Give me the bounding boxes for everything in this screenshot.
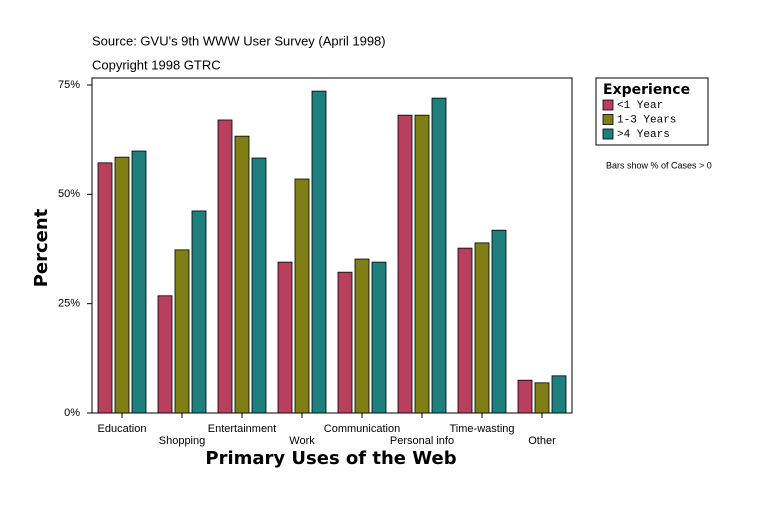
bar [191, 210, 207, 414]
legend-swatch [602, 128, 614, 140]
legend-swatch [602, 99, 614, 111]
bar [397, 114, 413, 414]
x-tick-label: Entertainment [208, 423, 276, 435]
bar [174, 249, 190, 414]
legend-label: >4 Years [617, 129, 670, 141]
plot-frame [91, 77, 573, 414]
bar [414, 114, 430, 414]
x-tick-label: Work [289, 435, 315, 447]
bar [217, 119, 233, 414]
bar [277, 261, 293, 414]
bar [114, 156, 130, 414]
bar [294, 178, 310, 414]
chart-title: Source: GVU's 9th WWW User Survey (April… [92, 33, 386, 48]
bar [157, 295, 173, 414]
x-tick-label: Shopping [159, 435, 206, 447]
legend-title: Experience [603, 82, 690, 98]
y-axis-title: Percent [31, 208, 52, 287]
bar [491, 229, 507, 414]
bar [354, 258, 370, 414]
legend-label: <1 Year [617, 100, 663, 112]
bar [371, 261, 387, 414]
chart-subtitle: Copyright 1998 GTRC [92, 57, 221, 72]
y-tick-label: 75% [58, 79, 80, 91]
x-tick-label: Personal info [390, 435, 454, 447]
y-tick-label: 50% [58, 188, 80, 200]
x-tick-label: Other [528, 435, 556, 447]
bar [431, 97, 447, 414]
bar [551, 375, 567, 414]
note: Bars show % of Cases > 0 [606, 160, 712, 170]
y-tick-label: 25% [58, 298, 80, 310]
legend-swatch [602, 114, 614, 125]
x-tick-label: Time-wasting [450, 423, 515, 435]
bar [251, 157, 267, 414]
x-tick-label: Education [98, 423, 147, 435]
y-tick-label: 0% [64, 407, 80, 419]
bar [234, 135, 250, 414]
x-axis-title: Primary Uses of the Web [205, 448, 456, 469]
bar [311, 90, 327, 414]
bar [131, 150, 147, 414]
bar [97, 162, 113, 414]
x-tick-label: Communication [324, 423, 400, 435]
bar [534, 382, 550, 414]
bar [337, 271, 353, 414]
bar [457, 247, 473, 414]
bar [474, 242, 490, 414]
legend-box [595, 77, 709, 146]
legend-label: 1-3 Years [617, 114, 676, 126]
bar [517, 379, 533, 414]
